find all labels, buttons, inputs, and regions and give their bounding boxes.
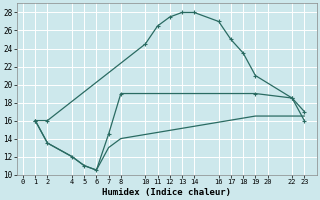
X-axis label: Humidex (Indice chaleur): Humidex (Indice chaleur) <box>102 188 231 197</box>
